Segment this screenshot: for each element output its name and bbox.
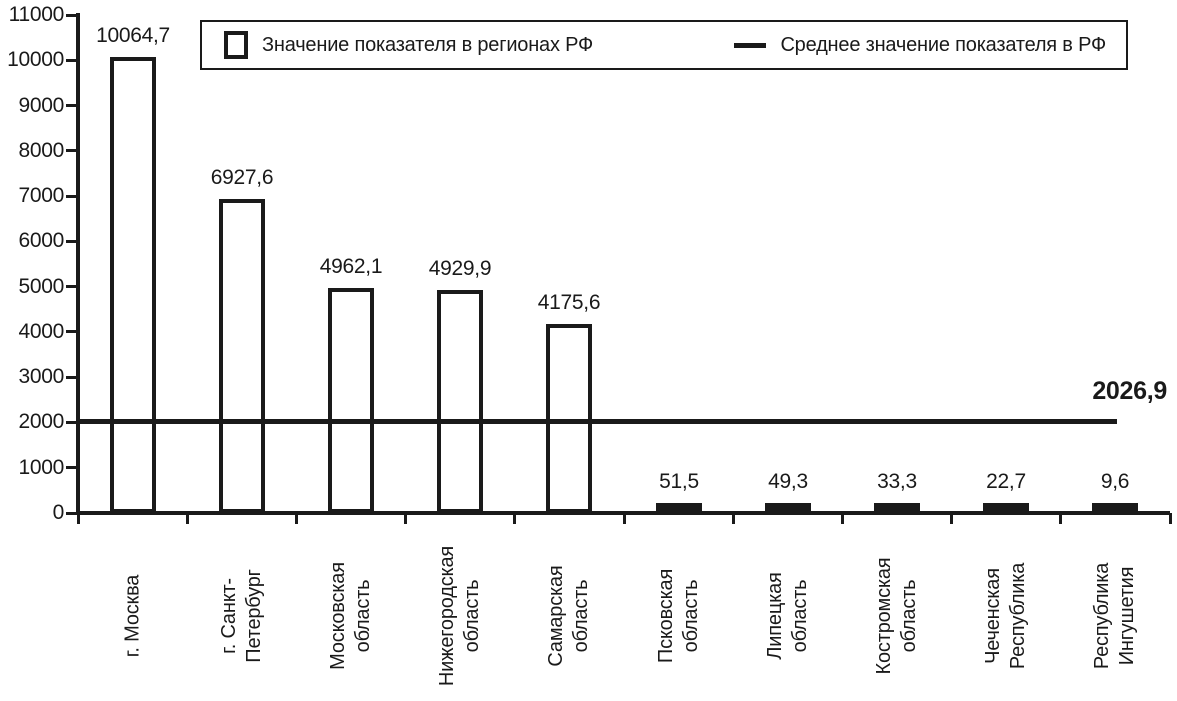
x-category-label: г. Санкт- Петербург [217, 569, 267, 662]
legend: Значение показателя в регионах РФ Средне… [200, 20, 1128, 70]
x-tick-mark [295, 513, 298, 524]
x-category-label-line: Республика [1007, 562, 1029, 670]
bar-value-label: 22,7 [986, 470, 1026, 493]
x-tick-mark [623, 513, 626, 524]
x-category-label: Московская область [326, 562, 376, 670]
x-category-label-line: область [461, 579, 483, 653]
average-value-label: 2026,9 [1092, 377, 1167, 405]
x-category-label-line: Липецкая [764, 572, 786, 660]
y-tick-label: 7000 [18, 184, 64, 207]
bar [765, 503, 811, 512]
bar [437, 290, 483, 513]
legend-label-average: Среднее значение показателя в РФ [780, 33, 1106, 56]
bar-value-label: 6927,6 [210, 166, 274, 189]
bar [656, 503, 702, 512]
bar [983, 503, 1029, 512]
bar [219, 199, 265, 513]
x-category-label-line: Республика [1091, 562, 1113, 670]
x-category-label-line: Петербург [243, 569, 265, 663]
x-category-label: Чеченская Республика [981, 563, 1031, 669]
x-category-label-line: Ингушетия [1116, 566, 1138, 666]
y-tick-mark [66, 59, 76, 62]
y-tick-label: 4000 [18, 320, 64, 343]
y-tick-mark [66, 195, 76, 198]
x-category-label-line: область [570, 579, 592, 653]
x-category-label: Псковская область [654, 569, 704, 663]
y-tick-mark [66, 376, 76, 379]
y-tick-mark [66, 285, 76, 288]
y-tick-mark [66, 466, 76, 469]
legend-label-regions: Значение показателя в регионах РФ [262, 33, 594, 56]
y-tick-mark [66, 14, 76, 17]
x-category-label: г. Москва [121, 575, 146, 657]
x-tick-mark [186, 513, 189, 524]
bar-value-label: 49,3 [768, 470, 808, 493]
x-category-label-line: Московская [327, 562, 349, 670]
y-tick-label: 3000 [18, 365, 64, 388]
x-category-label: Нижегородская область [435, 546, 485, 686]
x-category-label-line: г. Санкт- [218, 578, 240, 654]
bar [328, 288, 374, 513]
bar [546, 324, 592, 513]
y-tick-mark [66, 421, 76, 424]
y-tick-mark [66, 330, 76, 333]
x-tick-mark [1059, 513, 1062, 524]
line-swatch-icon [734, 42, 767, 48]
y-tick-label: 2000 [18, 410, 64, 433]
x-tick-mark [77, 513, 80, 524]
x-category-label: Республика Ингушетия [1090, 563, 1140, 669]
x-tick-mark [841, 513, 844, 524]
bar-value-label: 4962,1 [319, 255, 383, 278]
x-category-label-line: Чеченская [982, 568, 1004, 664]
y-tick-label: 9000 [18, 94, 64, 117]
y-tick-mark [66, 512, 76, 515]
bar [110, 57, 156, 513]
y-tick-mark [66, 149, 76, 152]
legend-item-average: Среднее значение показателя в РФ [734, 34, 1106, 57]
y-axis-line [76, 13, 80, 515]
y-tick-label: 1000 [18, 456, 64, 479]
bar-value-label: 33,3 [877, 470, 917, 493]
bar-value-label: 4929,9 [428, 257, 492, 280]
x-category-label-line: область [352, 579, 374, 653]
x-tick-mark [404, 513, 407, 524]
y-tick-label: 10000 [7, 48, 64, 71]
y-tick-label: 5000 [18, 275, 64, 298]
x-category-label-line: Костромская [873, 557, 895, 675]
average-line [78, 419, 1117, 424]
bar [874, 503, 920, 512]
x-category-label-line: Нижегородская [436, 545, 458, 687]
y-tick-label: 6000 [18, 229, 64, 252]
x-category-label: Липецкая область [763, 572, 813, 659]
x-category-label-line: область [789, 579, 811, 653]
bar-swatch-icon [224, 31, 248, 59]
y-tick-label: 11000 [8, 3, 65, 26]
x-tick-mark [513, 513, 516, 524]
bar [1092, 503, 1138, 512]
bar-value-label: 10064,7 [96, 24, 170, 47]
x-category-label-line: Псковская [655, 568, 677, 664]
y-tick-label: 8000 [18, 139, 64, 162]
bar-value-label: 4175,6 [537, 291, 601, 314]
x-category-label-line: Самарская [545, 565, 567, 667]
x-tick-mark [1169, 513, 1172, 524]
legend-item-regions: Значение показателя в регионах РФ [224, 31, 593, 59]
bar-value-label: 51,5 [659, 470, 699, 493]
x-category-label: Костромская область [872, 558, 922, 675]
y-tick-label: 0 [52, 501, 65, 524]
bar-value-label: 9,6 [1100, 470, 1130, 493]
y-tick-mark [66, 240, 76, 243]
x-category-label-line: область [898, 579, 920, 653]
x-category-label: Самарская область [544, 565, 594, 666]
x-category-label-line: область [680, 579, 702, 653]
x-tick-mark [950, 513, 953, 524]
x-category-label-line: г. Москва [121, 574, 144, 658]
x-tick-mark [732, 513, 735, 524]
y-tick-mark [66, 104, 76, 107]
